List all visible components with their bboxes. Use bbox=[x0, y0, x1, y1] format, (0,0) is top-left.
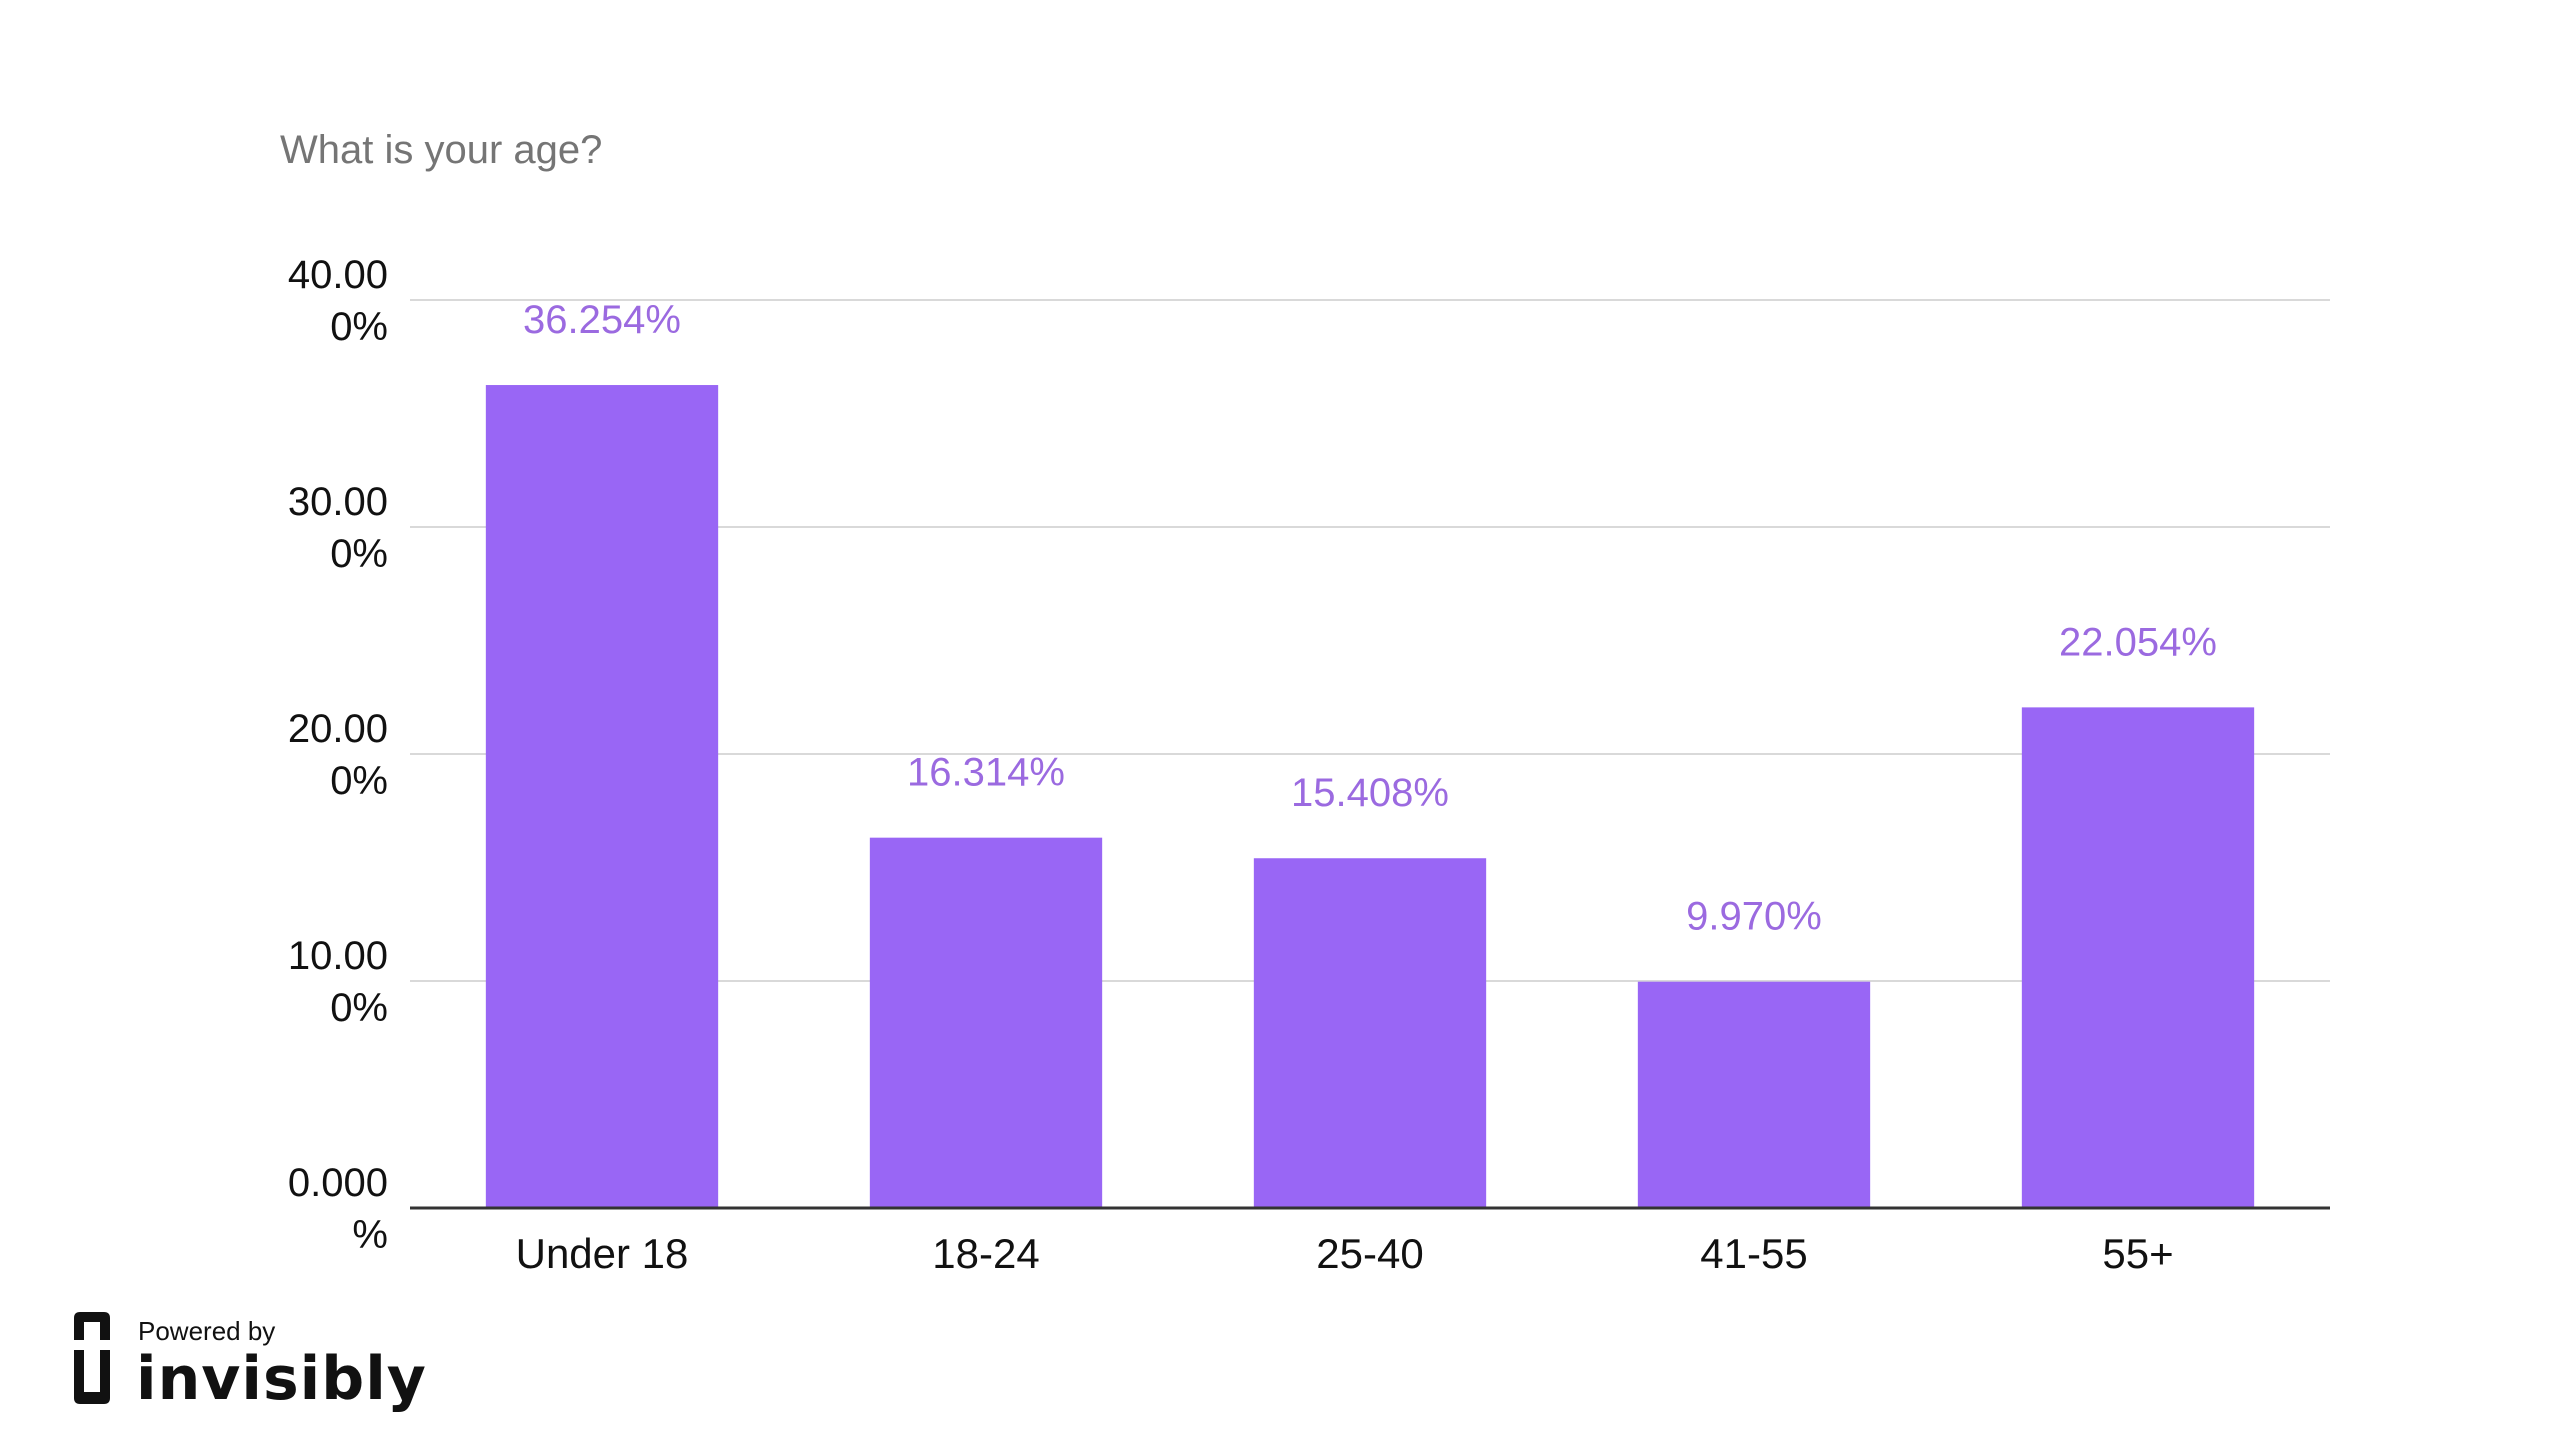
invisibly-logo-icon bbox=[74, 1312, 110, 1404]
data-label-1: 16.314% bbox=[907, 751, 1065, 795]
y-tick-line1: 0.000 bbox=[288, 1161, 388, 1205]
bars bbox=[485, 385, 2255, 1209]
data-label-3: 9.970% bbox=[1686, 895, 1822, 939]
bar-25-40 bbox=[1253, 858, 1487, 1208]
y-tick-line1: 40.00 bbox=[288, 253, 388, 297]
x-tick-label-1: 18-24 bbox=[932, 1230, 1039, 1277]
y-tick-label-3: 30.00 0% bbox=[288, 480, 388, 576]
brand-name: invisibly bbox=[136, 1344, 427, 1414]
y-tick-line1: 30.00 bbox=[288, 480, 388, 524]
data-label-0: 36.254% bbox=[523, 298, 681, 342]
y-tick-labels: 0.000 % 10.00 0% 20.00 0% 30.00 0% 40.00 0% bbox=[288, 253, 388, 1257]
y-tick-line1: 20.00 bbox=[288, 707, 388, 751]
x-tick-label-4: 55+ bbox=[2102, 1230, 2173, 1277]
y-tick-line1: 10.00 bbox=[288, 934, 388, 978]
y-tick-line2: 0% bbox=[330, 759, 388, 803]
gridlines bbox=[410, 299, 2330, 982]
y-tick-label-1: 10.00 0% bbox=[288, 934, 388, 1030]
branding: Powered by invisibly bbox=[70, 1308, 426, 1414]
data-labels: 36.254% 16.314% 15.408% 9.970% 22.054% bbox=[523, 298, 2217, 939]
y-tick-line2: 0% bbox=[330, 305, 388, 349]
bar-under-18 bbox=[485, 385, 719, 1209]
y-tick-line2: 0% bbox=[330, 986, 388, 1030]
bar-41-55 bbox=[1637, 981, 1871, 1208]
chart-title: What is your age? bbox=[280, 128, 603, 172]
y-tick-label-0: 0.000% bbox=[288, 1161, 388, 1257]
x-tick-label-0: Under 18 bbox=[516, 1230, 689, 1277]
y-tick-label-4: 40.00 0% bbox=[288, 253, 388, 349]
y-tick-label-2: 20.00 0% bbox=[288, 707, 388, 803]
y-tick-line2: 0% bbox=[330, 532, 388, 576]
data-label-2: 15.408% bbox=[1291, 771, 1449, 815]
powered-by-label: Powered by bbox=[138, 1316, 276, 1346]
x-tick-label-2: 25-40 bbox=[1316, 1230, 1423, 1277]
bar-18-24 bbox=[869, 837, 1103, 1208]
data-label-4: 22.054% bbox=[2059, 620, 2217, 664]
x-tick-labels: Under 18 18-24 25-40 41-55 55+ bbox=[516, 1230, 2174, 1277]
bar-55- bbox=[2021, 707, 2255, 1208]
y-tick-line2: % bbox=[352, 1213, 388, 1257]
x-tick-label-3: 41-55 bbox=[1700, 1230, 1807, 1277]
